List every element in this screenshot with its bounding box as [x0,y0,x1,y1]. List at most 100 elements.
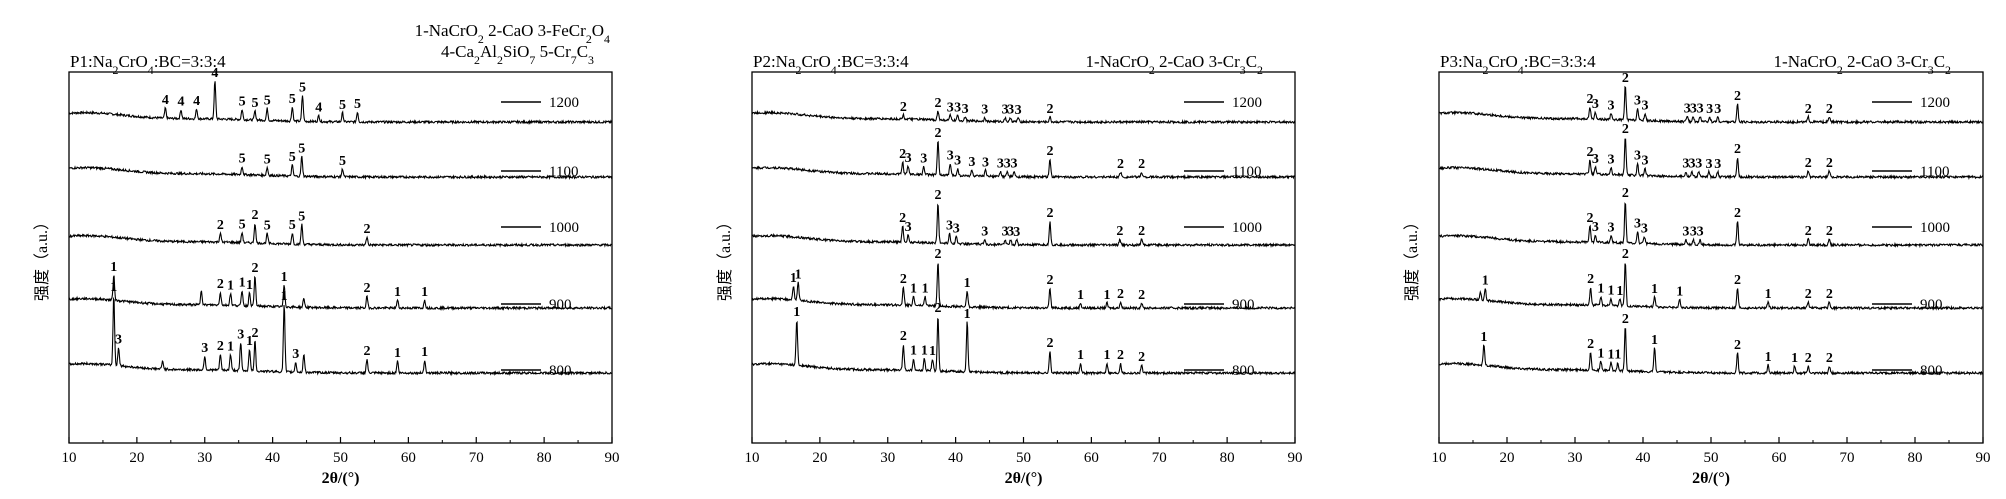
peak-label: 3 [968,155,975,170]
chart-panel-3: 10 20 30 40 50 60 70 80 90 2θ/(°) 强度（a.u.） P3:Na2Cr… [1403,52,1991,487]
peak-label: 1 [793,305,800,320]
peak-label: 1 [246,278,253,293]
peak-label: 2 [1734,338,1741,353]
peak-label: 2 [1046,336,1053,351]
peak-label: 2 [899,147,906,162]
peak-label: 3 [1641,222,1648,237]
x-tick-label: 70 [1152,450,1167,466]
peak-label: 3 [1592,97,1599,112]
peak-label: 1 [1103,348,1110,363]
peak-label: 3 [953,222,960,237]
peak-label: 4 [162,93,169,108]
phase-key-line-1: 1-NaCrO2 2-CaO 3-Cr3C2 [1086,52,1264,77]
peak-label: 2 [1586,145,1593,160]
peak-label: 1 [1480,330,1487,345]
peak-label: 1 [1077,288,1084,303]
x-tick-label: 40 [948,450,963,466]
peak-label: 2 [1826,224,1833,239]
peak-label: 2 [1805,224,1812,239]
peak-label: 2 [934,301,941,316]
peak-label: 2 [363,222,370,237]
x-tick-label: 10 [745,450,760,466]
peak-label: 3 [1642,99,1649,114]
peak-label: 2 [1138,350,1145,365]
peak-label: 1 [421,285,428,300]
phase-key-line-2: 4-Ca2Al2SiO7 5-Cr7C3 [441,42,594,67]
peak-label: 3 [981,102,988,117]
peak-label: 3 [1697,102,1704,117]
peak-label: 4 [193,94,200,109]
peak-label: 5 [239,152,246,167]
legend-label: 1000 [1920,220,1950,236]
pattern-line [1438,85,1984,126]
legend-label: 900 [549,297,572,313]
peak-label: 3 [947,148,954,163]
peak-label: 3 [905,220,912,235]
phase-key-line-1: 1-NaCrO2 2-CaO 3-Cr3C2 [1774,52,1952,77]
panel-title: P3:Na2CrO4:BC=3:3:4 [1440,52,1596,77]
pattern-line [1438,138,1984,181]
x-tick-label: 30 [197,450,212,466]
peak-label: 1 [1616,284,1623,299]
peak-label: 2 [1826,351,1833,366]
peak-label: 3 [1592,152,1599,167]
x-tick-label: 40 [265,450,280,466]
peak-label: 1 [1103,288,1110,303]
panel-title: P1:Na2CrO4:BC=3:3:4 [70,52,226,77]
x-tick-label: 20 [812,450,827,466]
peak-label: 1 [964,276,971,291]
legend-label: 1000 [1232,220,1262,236]
peak-label: 2 [1805,102,1812,117]
chart-panel-1: 10 20 30 40 50 60 70 80 90 2θ/(°) 强度（a.u.） P1:Na2Cr… [33,21,620,487]
legend-label: 1100 [549,164,578,180]
x-axis-title: 2θ/(°) [322,470,360,487]
peak-label: 1 [910,281,917,296]
series-1200: 4 4 445 5 5 554 5 5 1200 [68,66,613,125]
peak-label: 1 [1608,348,1615,363]
pattern-line [68,81,613,125]
peak-label: 3 [981,224,988,239]
peak-label: 1 [1765,350,1772,365]
peak-label: 1 [394,346,401,361]
peak-label: 3 [1695,157,1702,172]
peak-label: 3 [1705,157,1712,172]
peak-label: 2 [1046,102,1053,117]
peak-label: 2 [1138,157,1145,172]
peak-label: 3 [982,155,989,170]
peak-label: 1 [795,267,802,282]
peak-label: 3 [1706,102,1713,117]
legend-label: 1100 [1920,164,1949,180]
legend-label: 800 [549,363,572,379]
pattern-line [68,275,613,312]
chart-panel-2: 10 20 30 40 50 60 70 80 90 2θ/(°) 强度（a.u.） P2:Na2Cr… [716,52,1303,487]
phase-key-line-1: 1-NaCrO2 2-CaO 3-FeCr2O4 [415,21,610,46]
peak-label: 3 [946,218,953,233]
x-tick-label: 90 [1288,450,1303,466]
peak-label: 1 [239,276,246,291]
peak-label: 3 [1714,102,1721,117]
peak-label: 4 [315,101,322,116]
pattern-line [1438,202,1984,249]
peak-label: 3 [997,157,1004,172]
legend-label: 1000 [549,220,579,236]
peak-label: 2 [1117,157,1124,172]
peak-label: 3 [1013,225,1020,240]
peak-label: 5 [339,98,346,113]
peak-label: 4 [177,95,184,110]
peak-label: 2 [1046,144,1053,159]
x-tick-label: 40 [1636,450,1651,466]
peak-label: 2 [1622,247,1629,262]
peak-label: 1 [1651,333,1658,348]
peak-label: 3 [920,152,927,167]
pattern-line [751,109,1296,125]
peak-label: 2 [251,208,258,223]
peak-label: 1 [1077,348,1084,363]
plot-frame [1438,71,1984,444]
peak-label: 3 [1007,225,1014,240]
peak-label: 5 [289,92,296,107]
x-tick-label: 50 [1016,450,1031,466]
